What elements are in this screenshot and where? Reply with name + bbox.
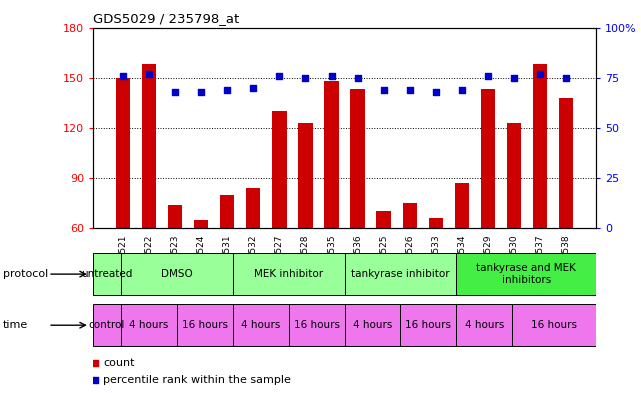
Text: protocol: protocol xyxy=(3,269,49,279)
Point xyxy=(248,84,258,91)
Text: 4 hours: 4 hours xyxy=(129,320,169,330)
Point xyxy=(301,75,311,81)
Bar xyxy=(324,81,338,228)
Point xyxy=(118,72,128,79)
Bar xyxy=(533,64,547,228)
Bar xyxy=(512,304,596,347)
Point xyxy=(274,72,285,79)
Text: control: control xyxy=(88,320,125,330)
Bar xyxy=(168,204,182,228)
Bar xyxy=(288,304,345,347)
Bar xyxy=(121,304,177,347)
Bar xyxy=(233,253,345,296)
Point xyxy=(170,88,180,95)
Point xyxy=(483,72,493,79)
Bar xyxy=(220,195,235,228)
Bar xyxy=(116,78,130,228)
Bar xyxy=(456,253,596,296)
Bar xyxy=(93,304,121,347)
Bar xyxy=(142,64,156,228)
Point xyxy=(456,86,467,93)
Point xyxy=(431,88,441,95)
Bar xyxy=(233,304,288,347)
Bar xyxy=(351,89,365,228)
Point xyxy=(561,75,571,81)
Text: 4 hours: 4 hours xyxy=(465,320,504,330)
Bar xyxy=(429,218,443,228)
Text: 4 hours: 4 hours xyxy=(241,320,280,330)
Point xyxy=(90,359,101,365)
Bar xyxy=(93,253,121,296)
Bar xyxy=(345,253,456,296)
Point xyxy=(196,88,206,95)
Point xyxy=(378,86,388,93)
Text: 4 hours: 4 hours xyxy=(353,320,392,330)
Text: count: count xyxy=(103,358,135,367)
Text: percentile rank within the sample: percentile rank within the sample xyxy=(103,375,291,385)
Bar xyxy=(454,183,469,228)
Text: tankyrase and MEK
inhibitors: tankyrase and MEK inhibitors xyxy=(476,263,576,285)
Point xyxy=(353,75,363,81)
Bar xyxy=(403,203,417,228)
Point xyxy=(404,86,415,93)
Text: time: time xyxy=(3,320,28,330)
Point xyxy=(326,72,337,79)
Bar xyxy=(194,220,208,228)
Text: 16 hours: 16 hours xyxy=(294,320,340,330)
Text: GDS5029 / 235798_at: GDS5029 / 235798_at xyxy=(93,12,239,25)
Bar xyxy=(121,253,233,296)
Text: 16 hours: 16 hours xyxy=(182,320,228,330)
Point xyxy=(222,86,233,93)
Bar xyxy=(376,211,391,228)
Text: 16 hours: 16 hours xyxy=(405,320,451,330)
Text: 16 hours: 16 hours xyxy=(531,320,577,330)
Text: DMSO: DMSO xyxy=(161,269,193,279)
Point xyxy=(535,70,545,77)
Point xyxy=(144,70,154,77)
Bar xyxy=(507,123,521,228)
Text: untreated: untreated xyxy=(81,269,133,279)
Text: MEK inhibitor: MEK inhibitor xyxy=(254,269,323,279)
Point xyxy=(90,377,101,384)
Bar xyxy=(246,188,260,228)
Bar xyxy=(298,123,313,228)
Bar xyxy=(456,304,512,347)
Bar xyxy=(345,304,401,347)
Point xyxy=(509,75,519,81)
Bar xyxy=(481,89,495,228)
Bar xyxy=(177,304,233,347)
Text: tankyrase inhibitor: tankyrase inhibitor xyxy=(351,269,450,279)
Bar xyxy=(401,304,456,347)
Bar xyxy=(272,111,287,228)
Bar xyxy=(559,98,573,228)
